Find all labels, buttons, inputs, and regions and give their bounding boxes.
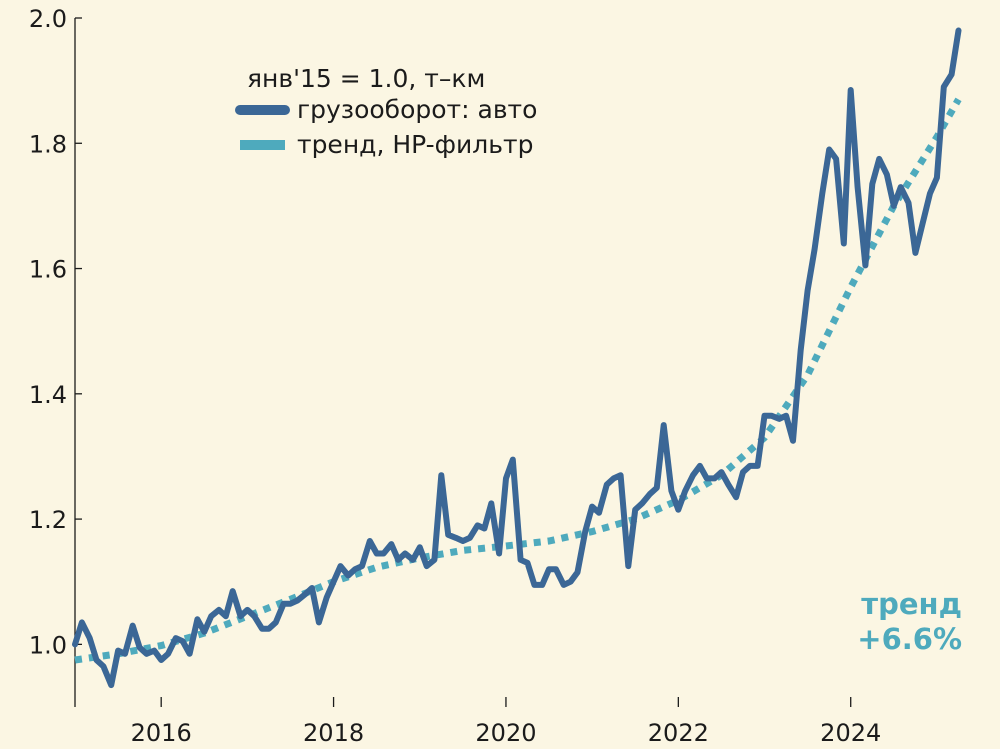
legend-header: янв'15 = 1.0, т–км (247, 64, 485, 93)
x-tick-label: 2020 (475, 719, 536, 747)
y-tick-label: 1.0 (29, 631, 67, 659)
series-trend-line (74, 97, 962, 664)
x-tick-label: 2024 (820, 719, 881, 747)
x-tick-label: 2018 (303, 719, 364, 747)
trend-annotation-value: +6.6% (857, 622, 962, 656)
y-tick-label: 1.4 (29, 381, 67, 409)
legend-label-actual: грузооборот: авто (297, 95, 537, 124)
trend-annotation-label: тренд (861, 587, 962, 621)
x-tick-label: 2022 (648, 719, 709, 747)
y-tick-label: 1.8 (29, 130, 67, 158)
legend-label-trend: тренд, HP-фильтр (297, 130, 533, 159)
axes: 1.0 1.2 1.4 1.6 1.8 2.0 2016 2018 2020 2022 2024 (29, 5, 881, 747)
series-actual-line (72, 27, 962, 689)
legend: янв'15 = 1.0, т–км грузооборот: авто тре… (235, 64, 537, 159)
y-tick-label: 2.0 (29, 5, 67, 33)
series-layer (72, 27, 962, 689)
trend-annotation: тренд +6.6% (857, 587, 962, 656)
y-tick-label: 1.6 (29, 256, 67, 284)
y-tick-label: 1.2 (29, 506, 67, 534)
x-tick-label: 2016 (131, 719, 192, 747)
